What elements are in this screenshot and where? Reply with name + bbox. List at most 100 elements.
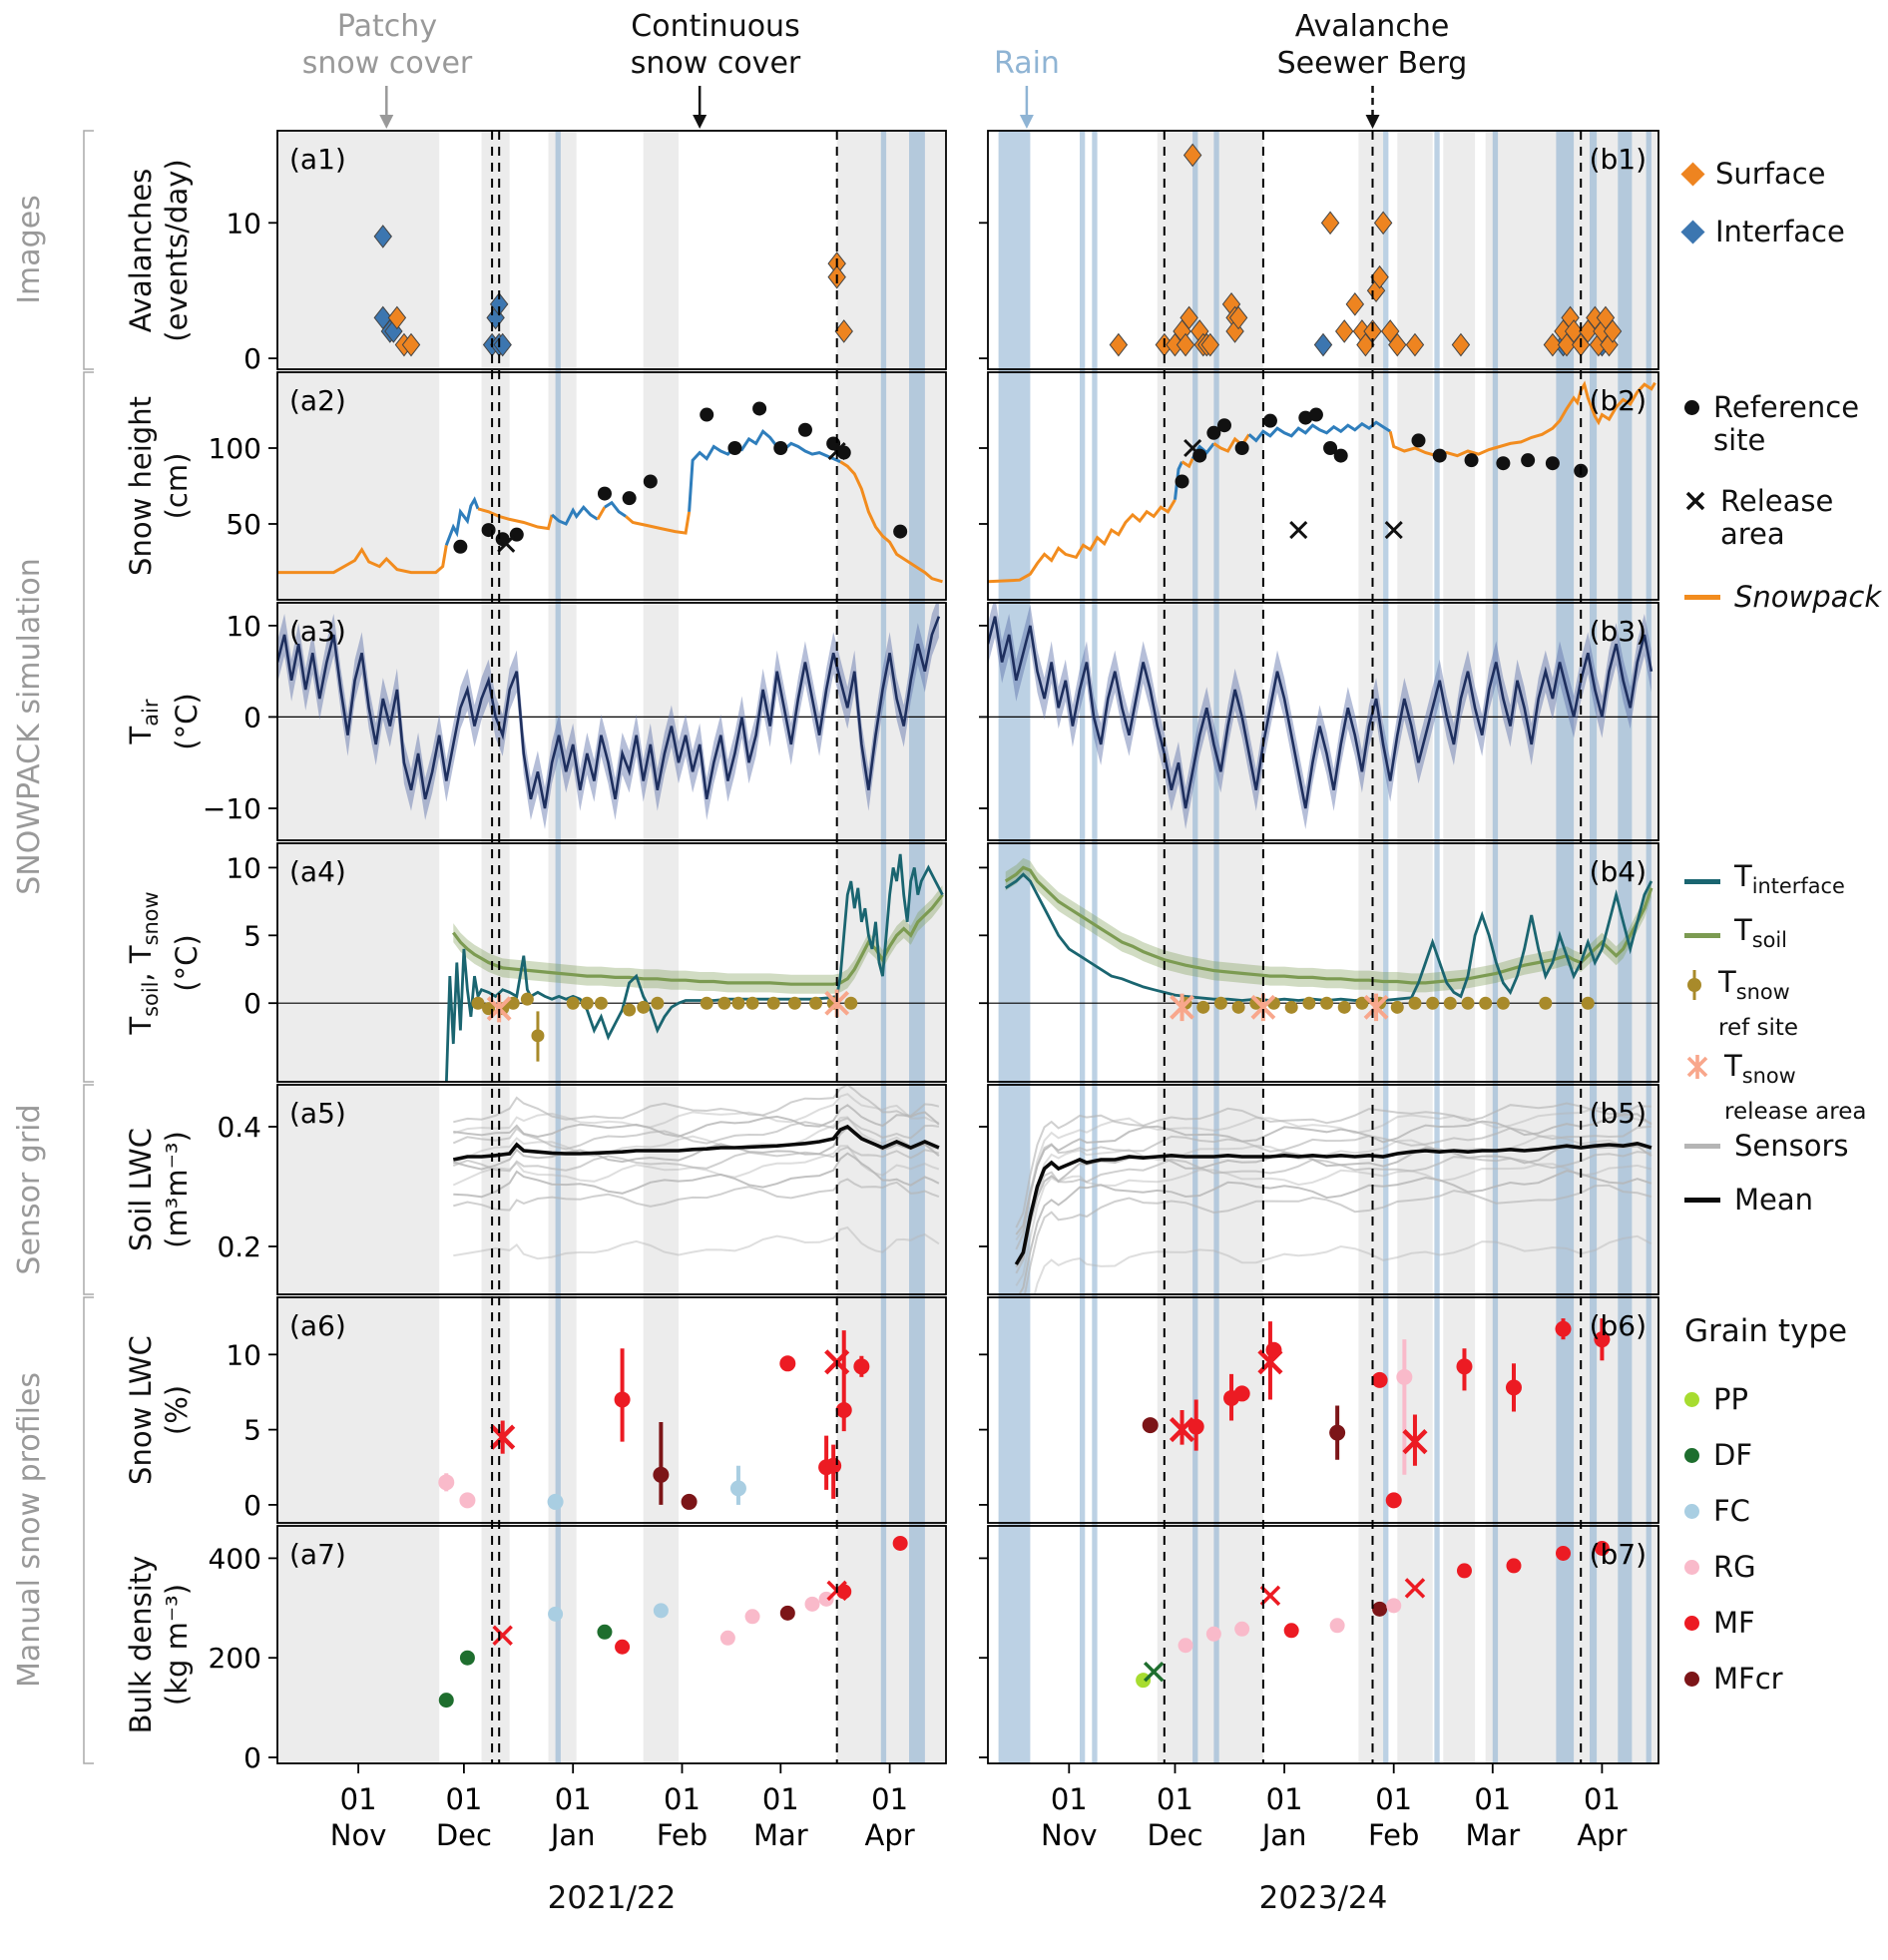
legend-grain-df: DF bbox=[1684, 1439, 1752, 1472]
annotation-line: Seewer Berg bbox=[1276, 46, 1468, 81]
sensors-line-icon bbox=[1684, 1144, 1720, 1149]
legend-t-interface: Tinterface bbox=[1684, 860, 1845, 903]
grain-pp-dot-icon bbox=[1684, 1392, 1699, 1407]
legend-grain-rg: RG bbox=[1684, 1551, 1756, 1584]
svg-text:0: 0 bbox=[243, 1489, 261, 1522]
svg-text:01: 01 bbox=[340, 1782, 377, 1816]
legend-grain-fc: FC bbox=[1684, 1495, 1750, 1528]
legend-t-snow-release-area: Tsnow release area bbox=[1684, 1050, 1866, 1126]
annotation-line: Patchy bbox=[336, 9, 438, 44]
svg-text:Mar: Mar bbox=[753, 1818, 808, 1852]
svg-text:(a4): (a4) bbox=[289, 855, 346, 888]
svg-text:(a5): (a5) bbox=[289, 1097, 346, 1130]
legend-grain-mf: MF bbox=[1684, 1607, 1755, 1640]
legend-sensors: Sensors bbox=[1684, 1130, 1849, 1163]
svg-text:10: 10 bbox=[226, 610, 261, 643]
svg-text:0.2: 0.2 bbox=[217, 1230, 261, 1263]
group-label-snowpack-simulation: SNOWPACK simulation bbox=[12, 558, 47, 895]
svg-text:(b6): (b6) bbox=[1590, 1309, 1647, 1342]
annotation-line: snow cover bbox=[301, 46, 473, 81]
interface-diamond-icon bbox=[1680, 220, 1705, 245]
ylabel-bulk-density: Bulk density (kg m⁻³) bbox=[124, 1555, 194, 1734]
svg-text:10: 10 bbox=[226, 1338, 261, 1371]
svg-text:Jan: Jan bbox=[549, 1818, 596, 1852]
svg-text:0: 0 bbox=[243, 342, 261, 375]
legend-grain-pp: PP bbox=[1684, 1383, 1748, 1416]
annotation-avalanche-seewer-berg: Avalanche Seewer Berg bbox=[1237, 8, 1507, 82]
svg-text:100: 100 bbox=[209, 432, 261, 465]
svg-text:Apr: Apr bbox=[1577, 1818, 1627, 1852]
svg-text:(b5): (b5) bbox=[1590, 1097, 1647, 1130]
svg-text:01: 01 bbox=[1157, 1782, 1193, 1816]
svg-text:(a7): (a7) bbox=[289, 1538, 346, 1571]
annotation-patchy-snow-cover: Patchy snow cover bbox=[257, 8, 517, 82]
svg-text:0: 0 bbox=[243, 987, 261, 1020]
annotation-line: Avalanche bbox=[1294, 9, 1450, 44]
legend-grain-type-title: Grain type bbox=[1684, 1313, 1848, 1349]
svg-text:50: 50 bbox=[226, 508, 261, 541]
t-snow-ref-dot-icon bbox=[1684, 968, 1704, 1002]
annotation-line: snow cover bbox=[630, 46, 801, 81]
annotation-continuous-snow-cover: Continuous snow cover bbox=[581, 8, 850, 82]
svg-text:0: 0 bbox=[243, 701, 261, 734]
svg-text:Apr: Apr bbox=[865, 1818, 915, 1852]
svg-text:Feb: Feb bbox=[657, 1818, 708, 1852]
annotation-line: Rain bbox=[994, 46, 1060, 81]
svg-text:0.4: 0.4 bbox=[217, 1111, 261, 1144]
legend-snowpack: Snowpack bbox=[1684, 581, 1881, 614]
svg-text:10: 10 bbox=[226, 851, 261, 884]
svg-text:(a3): (a3) bbox=[289, 615, 346, 648]
svg-text:400: 400 bbox=[209, 1542, 261, 1575]
svg-text:01: 01 bbox=[1051, 1782, 1088, 1816]
svg-text:01: 01 bbox=[1375, 1782, 1412, 1816]
legend-grain-mfcr: MFcr bbox=[1684, 1663, 1783, 1696]
release-x-icon bbox=[1684, 490, 1706, 512]
svg-text:Jan: Jan bbox=[1260, 1818, 1307, 1852]
legend-surface: Surface bbox=[1680, 158, 1825, 191]
mean-line-icon bbox=[1684, 1198, 1720, 1203]
t-interface-line-icon bbox=[1684, 878, 1720, 884]
group-label-images: Images bbox=[12, 195, 47, 304]
svg-text:Feb: Feb bbox=[1368, 1818, 1419, 1852]
svg-text:01: 01 bbox=[1266, 1782, 1303, 1816]
legend-reference-site: Reference site bbox=[1684, 391, 1873, 457]
surface-diamond-icon bbox=[1680, 162, 1705, 187]
svg-text:5: 5 bbox=[243, 1414, 261, 1447]
grain-fc-dot-icon bbox=[1684, 1504, 1699, 1519]
t-soil-line-icon bbox=[1684, 932, 1720, 938]
svg-text:5: 5 bbox=[243, 919, 261, 952]
svg-text:(b1): (b1) bbox=[1590, 143, 1647, 176]
annotation-rain: Rain bbox=[957, 45, 1097, 82]
svg-text:Nov: Nov bbox=[330, 1818, 387, 1852]
grain-df-dot-icon bbox=[1684, 1448, 1699, 1463]
grain-mf-dot-icon bbox=[1684, 1616, 1699, 1631]
svg-text:01: 01 bbox=[1584, 1782, 1621, 1816]
svg-text:(b2): (b2) bbox=[1590, 384, 1647, 417]
legend-t-snow-ref-site: Tsnow ref site bbox=[1684, 966, 1798, 1042]
snowpack-line-icon bbox=[1684, 595, 1720, 600]
reference-dot-icon bbox=[1684, 400, 1699, 415]
svg-text:200: 200 bbox=[209, 1642, 261, 1675]
svg-text:Nov: Nov bbox=[1041, 1818, 1098, 1852]
year-label-2021-22: 2021/22 bbox=[547, 1880, 677, 1916]
svg-text:(a2): (a2) bbox=[289, 384, 346, 417]
annotation-line: Continuous bbox=[631, 9, 800, 44]
svg-text:0: 0 bbox=[243, 1741, 261, 1774]
legend-release-area: Release area bbox=[1684, 485, 1880, 551]
svg-text:(b7): (b7) bbox=[1590, 1538, 1647, 1571]
svg-text:−10: −10 bbox=[203, 792, 261, 825]
svg-text:01: 01 bbox=[555, 1782, 592, 1816]
svg-text:01: 01 bbox=[762, 1782, 799, 1816]
grain-rg-dot-icon bbox=[1684, 1560, 1699, 1575]
svg-text:01: 01 bbox=[664, 1782, 701, 1816]
svg-text:01: 01 bbox=[445, 1782, 482, 1816]
group-label-manual-snow-profiles: Manual snow profiles bbox=[12, 1372, 47, 1689]
legend-interface: Interface bbox=[1680, 216, 1845, 248]
t-snow-release-asterisk-icon bbox=[1684, 1054, 1710, 1080]
svg-text:10: 10 bbox=[226, 207, 261, 240]
year-label-2023-24: 2023/24 bbox=[1258, 1880, 1388, 1916]
legend-mean: Mean bbox=[1684, 1184, 1813, 1217]
svg-text:(a1): (a1) bbox=[289, 143, 346, 176]
